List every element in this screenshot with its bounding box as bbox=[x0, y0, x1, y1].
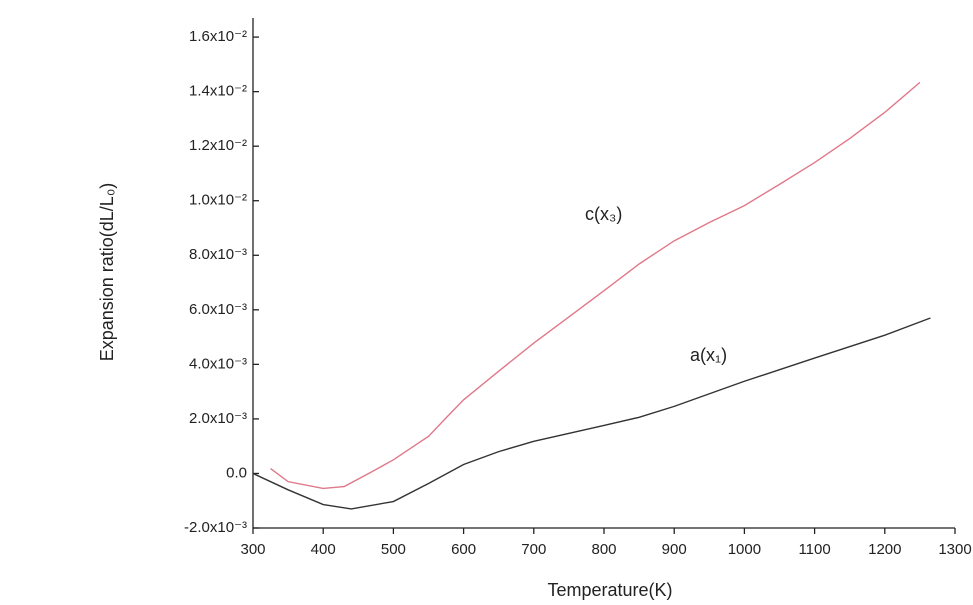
x-tick-label: 600 bbox=[451, 541, 476, 558]
x-tick-label: 500 bbox=[381, 541, 406, 558]
y-tick-label: 1.6x10⁻² bbox=[189, 28, 247, 45]
series-label: c(x₃) bbox=[585, 204, 622, 224]
y-tick-label: 4.0x10⁻³ bbox=[189, 355, 247, 372]
x-tick-label: 800 bbox=[591, 541, 616, 558]
y-tick-label: 1.2x10⁻² bbox=[189, 137, 247, 154]
y-tick-label: 1.4x10⁻² bbox=[189, 83, 247, 100]
y-tick-label: 8.0x10⁻³ bbox=[189, 246, 247, 263]
y-tick-label: 6.0x10⁻³ bbox=[189, 301, 247, 318]
y-tick-label: 0.0 bbox=[226, 464, 247, 481]
x-tick-label: 1100 bbox=[798, 541, 830, 558]
x-tick-label: 900 bbox=[662, 541, 687, 558]
y-tick-label: 1.0x10⁻² bbox=[189, 192, 247, 209]
series-line bbox=[252, 317, 931, 510]
x-tick-label: 400 bbox=[311, 541, 336, 558]
x-axis-title: Temperature(K) bbox=[547, 580, 672, 600]
x-tick-label: 1300 bbox=[938, 541, 971, 558]
y-tick-label: 2.0x10⁻³ bbox=[189, 410, 247, 427]
x-tick-label: 1200 bbox=[868, 541, 901, 558]
series-line bbox=[270, 81, 921, 490]
x-tick-label: 1000 bbox=[728, 541, 761, 558]
series-label: a(x₁) bbox=[690, 345, 727, 365]
y-axis-title: Expansion ratio(dL/L₀) bbox=[97, 183, 117, 362]
y-tick-label: -2.0x10⁻³ bbox=[184, 519, 247, 536]
x-tick-label: 300 bbox=[240, 541, 265, 558]
x-tick-label: 700 bbox=[521, 541, 546, 558]
